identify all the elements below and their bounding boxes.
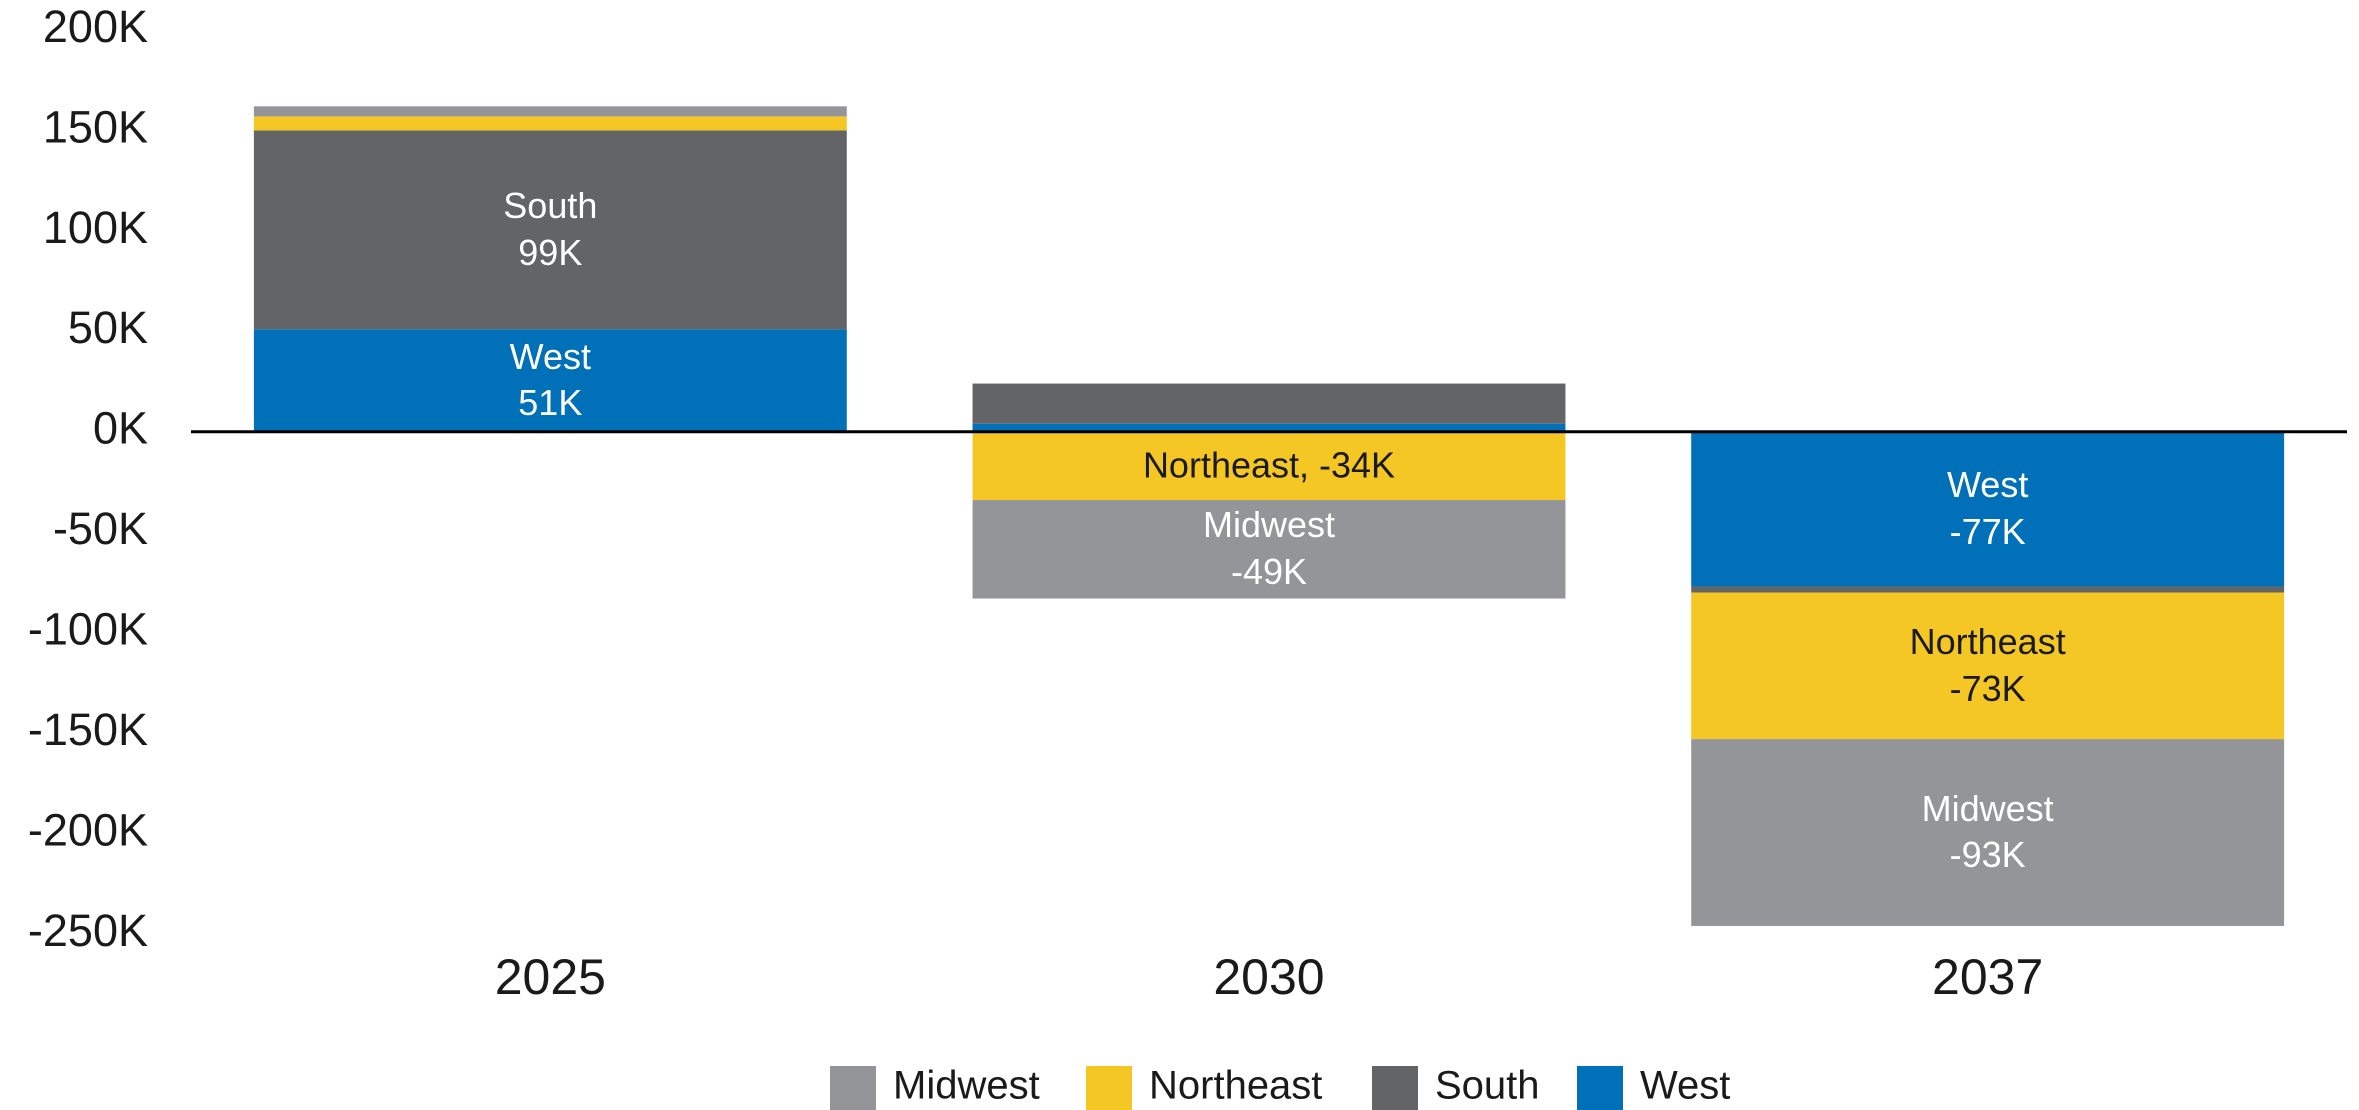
y-tick-label: -50K [53,503,148,554]
legend-swatch [1086,1066,1132,1110]
bar-segment [253,130,847,330]
data-label: Midwest -93K [1921,787,2054,876]
legend-swatch [830,1066,876,1110]
bar-segment [253,329,847,432]
legend-label: West [1640,1064,1730,1108]
data-label: Midwest -49K [1202,504,1336,593]
legend-swatch [1577,1066,1623,1110]
data-label: South 99K [503,185,598,273]
legend-label: Northeast [1149,1064,1322,1108]
y-tick-label: 200K [43,1,148,52]
data-label: Northeast, -34K [1142,444,1396,486]
legend-label: South [1435,1064,1540,1108]
bar-segment [972,500,1566,599]
bar-segment [972,431,1566,501]
y-tick-label: -250K [28,905,148,956]
bar-segment [1691,431,2285,587]
x-tick-label: 2030 [1213,949,1324,1005]
legend-label: Midwest [893,1064,1040,1108]
bar-segment [253,106,847,117]
y-tick-label: 150K [43,101,148,152]
data-label: West 51K [509,335,592,424]
data-label: West -77K [1946,464,2029,553]
bar-segment [253,116,847,131]
bar-segment [972,423,1566,432]
bar-segment [1691,739,2285,926]
x-tick-label: 2037 [1932,949,2043,1005]
bar-segment [972,383,1566,424]
data-label: Northeast -73K [1909,621,2066,709]
y-tick-label: -200K [28,804,148,855]
y-tick-label: 100K [43,202,148,253]
y-tick-label: 0K [93,403,148,454]
y-tick-label: 50K [68,302,148,353]
legend-swatch [1372,1066,1418,1110]
y-tick-label: -150K [28,704,148,755]
y-tick-label: -100K [28,604,148,655]
bar-segment [1691,592,2285,740]
bar-segment [1691,586,2285,593]
x-tick-label: 2025 [495,949,606,1005]
